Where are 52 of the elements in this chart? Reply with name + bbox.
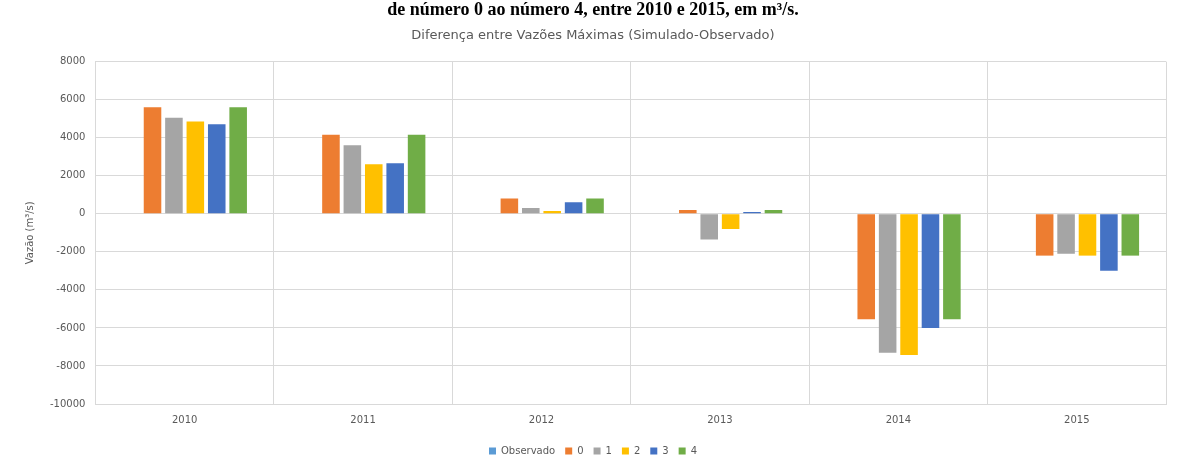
legend-label: 0 bbox=[577, 444, 584, 456]
bar bbox=[679, 209, 697, 214]
y-tick-label: -6000 bbox=[56, 321, 86, 333]
bar bbox=[1100, 214, 1118, 271]
x-tick-label: 2011 bbox=[350, 413, 376, 425]
y-tick-label: -8000 bbox=[56, 359, 86, 371]
y-tick-label: 6000 bbox=[59, 93, 86, 105]
bar bbox=[207, 124, 226, 214]
bar bbox=[229, 107, 247, 214]
y-tick-label: 0 bbox=[79, 207, 86, 219]
x-tick-label: 2013 bbox=[707, 413, 733, 425]
chart-title: Diferença entre Vazões Máximas (Simulado-Observado) bbox=[411, 27, 775, 43]
bar bbox=[186, 121, 205, 214]
legend-label: 3 bbox=[662, 444, 669, 456]
bar bbox=[364, 164, 383, 214]
bar bbox=[165, 117, 183, 214]
x-tick-label: 2010 bbox=[171, 413, 198, 425]
y-axis-title: Vazão (m³/s) bbox=[23, 201, 35, 265]
bar bbox=[943, 214, 961, 320]
legend-label: 4 bbox=[690, 444, 698, 456]
y-tick-label: -2000 bbox=[56, 245, 86, 257]
bar bbox=[921, 214, 940, 328]
bar bbox=[586, 198, 604, 214]
bar bbox=[1121, 214, 1140, 256]
bar bbox=[721, 214, 740, 229]
bar bbox=[1078, 214, 1097, 256]
bar bbox=[407, 134, 426, 214]
bar bbox=[1057, 214, 1075, 254]
bar bbox=[522, 208, 540, 214]
x-tick-label: 2014 bbox=[885, 413, 912, 425]
x-tick-label: 2015 bbox=[1064, 413, 1090, 425]
y-tick-label: 4000 bbox=[59, 131, 86, 143]
x-tick-label: 2012 bbox=[528, 413, 555, 425]
bar bbox=[143, 107, 162, 214]
y-tick-label: -10000 bbox=[50, 397, 86, 409]
y-tick-label: 2000 bbox=[59, 169, 86, 181]
bar bbox=[857, 214, 876, 320]
bar bbox=[386, 163, 404, 214]
legend-label: Observado bbox=[500, 444, 556, 456]
bar bbox=[878, 214, 897, 353]
bar bbox=[343, 145, 362, 214]
bar bbox=[900, 214, 918, 356]
bar bbox=[564, 202, 583, 214]
text: de número 0 ao número 4, entre 2010 e 2015, em m³/s. bbox=[386, 0, 800, 19]
bar bbox=[700, 214, 718, 240]
legend-label: 2 bbox=[633, 444, 641, 456]
bar bbox=[500, 198, 519, 214]
legend-label: 1 bbox=[605, 444, 612, 456]
bar bbox=[1035, 214, 1054, 256]
bar bbox=[322, 134, 340, 214]
y-tick-label: -4000 bbox=[56, 283, 86, 295]
y-tick-label: 8000 bbox=[59, 55, 86, 67]
